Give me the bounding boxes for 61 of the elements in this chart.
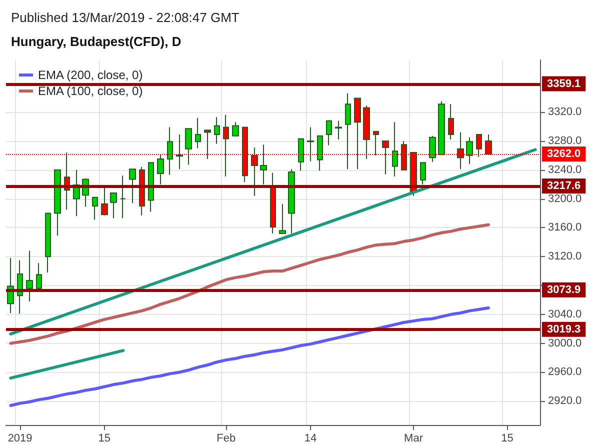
candlestick	[120, 175, 126, 219]
legend-label: EMA (100, close, 0)	[38, 84, 143, 98]
candlestick	[298, 138, 304, 172]
x-tick-label: 14	[304, 432, 317, 444]
candlestick	[92, 196, 98, 220]
y-tick-label: 3200.0	[548, 192, 582, 205]
candlestick	[17, 260, 23, 314]
x-tick-label: 15	[98, 432, 110, 444]
candlestick	[45, 212, 51, 273]
candlestick	[326, 120, 332, 146]
candlestick	[129, 168, 136, 204]
x-tick-label: Feb	[216, 432, 236, 444]
candlestick	[288, 168, 295, 234]
legend-label: EMA (200, close, 0)	[38, 68, 143, 82]
y-tick-label: 3280.0	[548, 134, 582, 147]
x-tick-label: Mar	[404, 432, 424, 444]
candlestick	[429, 135, 436, 162]
candlestick	[214, 116, 220, 144]
ref-line-label: 3073.9	[547, 284, 581, 296]
chart-subtitle: Hungary, Budapest(CFD), D	[11, 34, 182, 49]
y-tick-label: 2920.0	[548, 395, 582, 408]
y-tick-label: 2960.0	[548, 366, 582, 378]
candlestick	[54, 169, 61, 236]
candlestick	[317, 135, 323, 172]
ref-line-label: 3217.6	[547, 180, 581, 192]
candlestick	[438, 100, 445, 156]
chart-title: Published 13/Mar/2019 - 22:08:47 GMT	[11, 10, 240, 25]
candlestick	[345, 92, 351, 170]
candlestick	[335, 120, 342, 140]
candlestick	[148, 162, 154, 212]
y-tick-label: 3120.0	[548, 250, 582, 263]
y-tick-label: 3240.0	[548, 164, 582, 176]
candlestick	[466, 136, 473, 165]
line-series	[9, 223, 490, 345]
candlestick	[448, 104, 454, 140]
line-series	[9, 306, 490, 407]
candlestick	[139, 166, 145, 216]
candlestick	[101, 186, 108, 216]
candlestick	[195, 117, 201, 149]
y-tick-label: 3040.0	[548, 308, 582, 320]
ref-line-label: 3019.3	[547, 323, 581, 336]
ref-line-label: 3359.1	[547, 78, 581, 90]
y-tick-label: 3320.0	[548, 106, 582, 118]
candlestick	[420, 162, 426, 185]
candlestick	[157, 154, 164, 185]
candlestick	[307, 126, 314, 162]
candlestick	[26, 250, 33, 302]
candlestick	[260, 144, 267, 185]
candlestick	[392, 122, 398, 177]
candlestick	[185, 128, 192, 166]
candlestick	[167, 126, 173, 176]
y-tick-label: 3160.0	[548, 222, 582, 234]
candlestick	[36, 262, 42, 290]
y-tick-label: 3000.0	[548, 337, 582, 350]
ref-line-label: 3262.0	[547, 148, 581, 160]
candlestick	[279, 203, 286, 234]
x-tick-label: 15	[501, 432, 514, 444]
x-tick-label: 2019	[8, 432, 32, 444]
candlestick	[232, 122, 239, 136]
candlestick	[270, 172, 276, 234]
candlestick	[110, 192, 117, 219]
